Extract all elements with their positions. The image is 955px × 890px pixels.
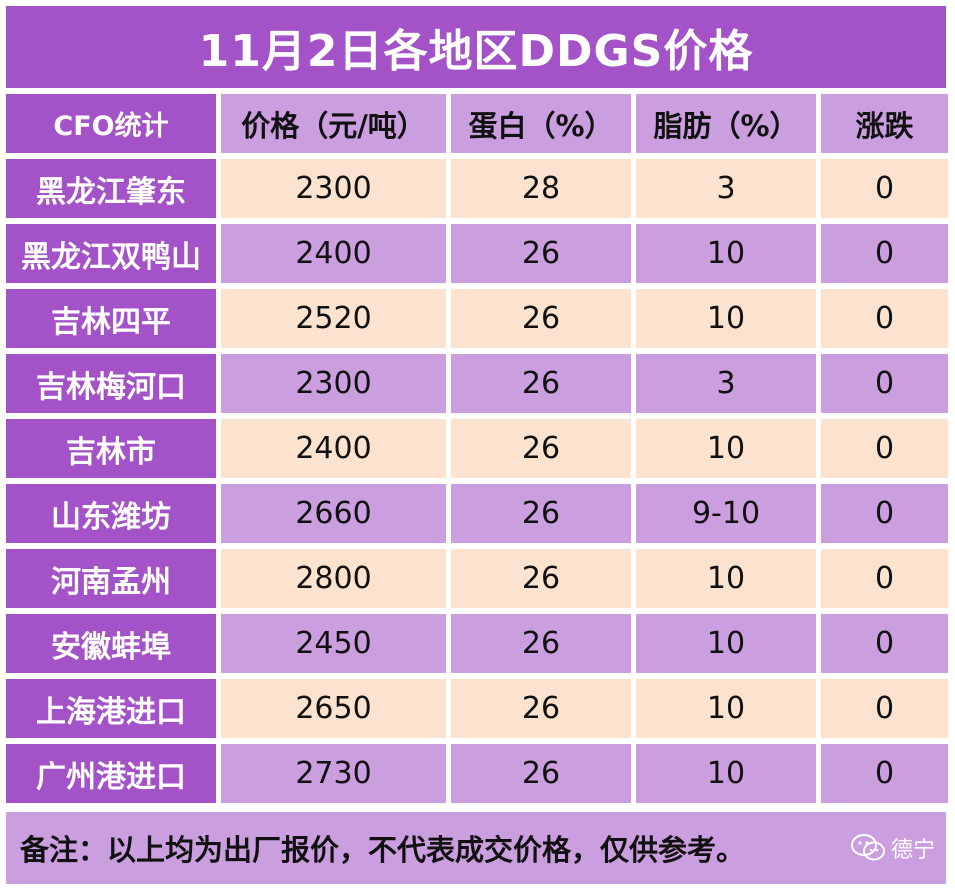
change-cell: 0: [821, 224, 948, 283]
change-cell: 0: [821, 614, 948, 673]
price-cell: 2730: [221, 744, 446, 803]
fat-cell: 10: [636, 549, 816, 608]
region-cell: 吉林市: [6, 419, 216, 478]
change-cell: 0: [821, 354, 948, 413]
fat-cell: 10: [636, 614, 816, 673]
fat-cell: 10: [636, 224, 816, 283]
region-cell: 上海港进口: [6, 679, 216, 738]
protein-cell: 26: [451, 354, 631, 413]
header-cell-price: 价格（元/吨）: [221, 94, 446, 153]
page-title: 11月2日各地区DDGS价格: [6, 6, 946, 88]
price-cell: 2400: [221, 419, 446, 478]
fat-cell: 10: [636, 289, 816, 348]
change-cell: 0: [821, 549, 948, 608]
price-table: CFO统计 价格（元/吨） 蛋白（%） 脂肪（%） 涨跌 黑龙江肇东 2300 28…: [6, 94, 948, 803]
header-cell-stat: CFO统计: [6, 94, 216, 153]
protein-cell: 26: [451, 744, 631, 803]
fat-cell: 3: [636, 159, 816, 218]
fat-cell: 10: [636, 744, 816, 803]
footer-note-text: 备注：以上均为出厂报价，不代表成交价格，仅供参考。: [20, 833, 746, 867]
price-cell: 2660: [221, 484, 446, 543]
region-cell: 吉林梅河口: [6, 354, 216, 413]
region-cell: 黑龙江双鸭山: [6, 224, 216, 283]
region-cell: 安徽蚌埠: [6, 614, 216, 673]
price-cell: 2800: [221, 549, 446, 608]
region-cell: 黑龙江肇东: [6, 159, 216, 218]
watermark-text: 德宁: [890, 838, 935, 863]
protein-cell: 26: [451, 484, 631, 543]
fat-cell: 10: [636, 419, 816, 478]
region-cell: 河南孟州: [6, 549, 216, 608]
watermark: 德宁: [850, 832, 935, 864]
protein-cell: 26: [451, 419, 631, 478]
header-cell-change: 涨跌: [821, 94, 948, 153]
price-cell: 2520: [221, 289, 446, 348]
protein-cell: 26: [451, 679, 631, 738]
protein-cell: 26: [451, 549, 631, 608]
protein-cell: 26: [451, 289, 631, 348]
fat-cell: 10: [636, 679, 816, 738]
footer-note: 备注：以上均为出厂报价，不代表成交价格，仅供参考。: [6, 812, 946, 884]
region-cell: 吉林四平: [6, 289, 216, 348]
price-cell: 2300: [221, 159, 446, 218]
protein-cell: 26: [451, 224, 631, 283]
region-cell: 山东潍坊: [6, 484, 216, 543]
region-cell: 广州港进口: [6, 744, 216, 803]
change-cell: 0: [821, 679, 948, 738]
price-cell: 2400: [221, 224, 446, 283]
header-cell-fat: 脂肪（%）: [636, 94, 816, 153]
header-cell-protein: 蛋白（%）: [451, 94, 631, 153]
fat-cell: 9-10: [636, 484, 816, 543]
wechat-icon: [850, 834, 885, 861]
fat-cell: 3: [636, 354, 816, 413]
change-cell: 0: [821, 744, 948, 803]
price-cell: 2650: [221, 679, 446, 738]
change-cell: 0: [821, 159, 948, 218]
protein-cell: 28: [451, 159, 631, 218]
price-cell: 2450: [221, 614, 446, 673]
change-cell: 0: [821, 289, 948, 348]
change-cell: 0: [821, 484, 948, 543]
price-cell: 2300: [221, 354, 446, 413]
change-cell: 0: [821, 419, 948, 478]
protein-cell: 26: [451, 614, 631, 673]
